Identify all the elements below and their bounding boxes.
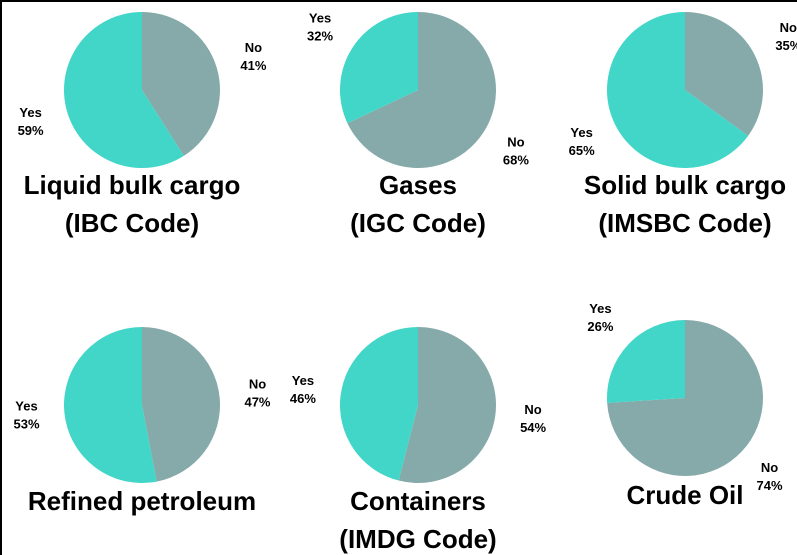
slice-category: Yes [570,125,592,140]
slice-value-label: 68% [503,153,529,168]
pie-title: Refined petroleum [28,486,256,516]
slice-value-label: 74% [757,478,783,493]
slice-category: Yes [589,301,611,316]
pie-title: Liquid bulk cargo [24,170,241,200]
slice-value-label: 53% [13,416,39,431]
slice-value-label: 54% [520,420,546,435]
pie-slice [340,327,418,481]
pie-slice [63,327,157,484]
pie-subtitle: (IBC Code) [65,208,199,238]
slice-value-label: 59% [18,123,44,138]
slice-value-label: 35% [775,38,797,53]
pie-subtitle: (IMSBC Code) [598,208,771,238]
slice-value-label: 32% [307,28,333,43]
slice-category: No [249,377,266,392]
pie-title: Solid bulk cargo [584,170,786,200]
pie-slice [398,327,497,483]
slice-category: No [245,40,262,55]
slice-category: No [761,460,778,475]
pie-title: Gases [379,170,457,200]
slice-value-label: 26% [587,319,613,334]
pie-subtitle: (IGC Code) [350,208,486,238]
pie-slice [64,12,184,168]
slice-category: No [507,135,524,150]
slice-category: Yes [292,373,314,388]
slice-value-label: 47% [244,395,270,410]
pie-slice [142,12,220,156]
slice-category: No [524,402,541,417]
pie-slice [142,327,220,482]
pie-slice [607,320,685,403]
pie-title: Containers [350,486,486,516]
slice-value-label: 46% [290,391,316,406]
pie-slice [685,12,763,136]
pie-slice [339,12,418,124]
slice-category: Yes [309,10,331,25]
slice-category: Yes [19,105,41,120]
slice-category: Yes [15,398,37,413]
pie-title: Crude Oil [626,480,743,510]
slice-value-label: 65% [569,143,595,158]
pie-slice [347,12,496,168]
slice-value-label: 41% [240,58,266,73]
pie-slice [607,12,749,168]
pie-subtitle: (IMDG Code) [339,524,496,554]
slice-category: No [780,20,797,35]
pie-slice [607,320,764,477]
